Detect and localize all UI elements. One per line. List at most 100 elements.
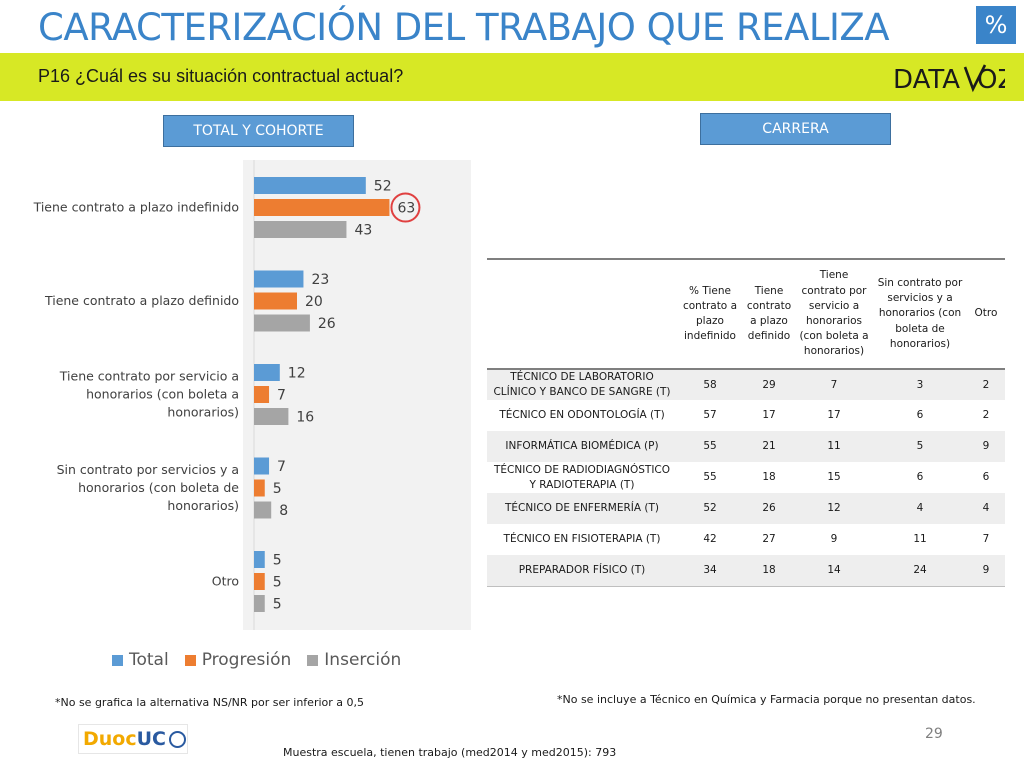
table-cell: 4 [982,502,990,515]
table-cell: 55 [703,440,717,453]
bar [254,573,265,590]
data-label: 7 [277,388,286,404]
table-header-honorarios: Tiene contrato por servicio a honorarios… [799,269,869,358]
data-label: 12 [288,366,306,382]
bar [254,364,280,381]
chart-legend: Total Progresión Inserción [112,650,401,670]
data-label: 23 [311,272,329,288]
data-label: 5 [273,597,282,613]
table-cell: 55 [703,471,717,484]
legend-label-total: Total [129,650,169,670]
bar [254,270,304,288]
bar [254,292,297,310]
table-row-label: PREPARADOR FÍSICO (T) [518,563,646,576]
category-label: honorarios (con boleta de [78,480,239,495]
table-cell: 7 [982,533,990,546]
table-row-label: TÉCNICO DE LABORATORIO CLÍNICO Y BANCO D… [493,371,671,398]
table-header-otro: Otro [974,307,998,320]
table-cell: 9 [982,563,990,576]
table-row: TÉCNICO EN FISIOTERAPIA (T) 42 27 9 11 7 [487,524,1005,555]
table-row: TÉCNICO EN ODONTOLOGÍA (T) 57 17 17 6 2 [487,400,1005,431]
table-cell: 14 [827,563,841,576]
question-bar: P16 ¿Cuál es su situación contractual ac… [0,53,1024,101]
duoc-logo-text: Duoc [83,728,137,750]
table-cell: 11 [827,440,841,453]
data-label: 5 [273,481,282,497]
table-cell: 34 [703,563,717,576]
legend-swatch-total [112,654,123,666]
category-label: Tiene contrato a plazo indefinido [33,200,239,215]
table-row: TÉCNICO DE ENFERMERÍA (T) 52 26 12 4 4 [487,493,1005,524]
table-cell: 24 [913,563,927,576]
table-row-label: TÉCNICO EN FISIOTERAPIA (T) [503,533,661,546]
table-cell: 42 [703,533,717,546]
bar-chart: Tiene contrato a plazo indefinido 52 63 43 T… [33,160,471,630]
data-label: 26 [318,316,336,332]
table-row-label: TÉCNICO DE RADIODIAGNÓSTICO Y RADIOTERAP… [493,463,671,491]
svg-text:OZ: OZ [977,65,1005,93]
legend-swatch-progresion [184,654,196,666]
table-cell: 2 [982,378,990,391]
percent-badge: % [976,6,1016,44]
table-cell: 6 [916,471,924,484]
bar [254,457,270,475]
table-cell: 15 [827,471,841,484]
data-label: 20 [305,294,323,310]
highlight-circle [390,192,421,223]
category-label: Tiene contrato a plazo definido [44,293,239,308]
bar [254,551,265,568]
duoc-uc-logo: Duoc UC [78,724,188,754]
table-header-definido: Tiene contrato a plazo definido [746,284,792,343]
table-cell: 5 [916,440,924,453]
category-label: honorarios (con boleta a [86,387,239,402]
table-header-empty [487,259,677,369]
table-row-label: INFORMÁTICA BIOMÉDICA (P) [505,440,659,453]
table-cell: 12 [827,502,841,515]
bar [254,177,366,194]
page-title: CARACTERIZACIÓN DEL TRABAJO QUE REALIZA [38,6,890,49]
table-cell: 4 [916,502,924,515]
data-label: 5 [273,575,282,591]
data-label: 16 [296,410,314,426]
legend-item-total: Total [112,650,169,670]
table-cell: 6 [982,471,990,484]
table-cell: 57 [703,409,717,422]
table-cell: 2 [982,409,990,422]
sample-note: Muestra escuela, tienen trabajo (med2014… [283,746,617,759]
bar [254,199,390,216]
table-row: TÉCNICO DE LABORATORIO CLÍNICO Y BANCO D… [487,369,1005,400]
table-cell: 11 [913,533,927,546]
category-label: Sin contrato por servicios y a [57,462,239,477]
legend-label-progresion: Progresión [201,650,292,670]
bar [254,314,310,332]
table-cell: 58 [703,378,717,391]
legend-swatch-insercion [307,654,319,666]
category-label: honorarios) [167,405,239,420]
table-cell: 52 [703,502,717,515]
table-cell: 29 [762,378,776,391]
table-cell: 21 [762,440,776,453]
table-row-label: TÉCNICO EN ODONTOLOGÍA (T) [499,409,665,422]
category-label: Otro [212,574,239,589]
footnote-ns-nr: *No se grafica la alternativa NS/NR por … [55,696,364,709]
carrera-table: % Tiene contrato a plazo indefinido Tien… [487,258,1005,587]
data-label: 5 [273,553,282,569]
table-row: INFORMÁTICA BIOMÉDICA (P) 55 21 11 5 9 [487,431,1005,462]
table-header-sin-contrato: Sin contrato por servicios y a honorario… [877,276,963,350]
category-label: honorarios) [167,498,239,513]
table-row-label: TÉCNICO DE ENFERMERÍA (T) [505,502,659,515]
data-label: 63 [397,201,415,217]
bar [254,408,289,425]
table-cell: 26 [762,502,776,515]
data-label: 43 [354,223,372,239]
table-cell: 9 [830,533,838,546]
total-cohorte-button[interactable]: TOTAL Y COHORTE [163,115,354,147]
svg-text:DATA: DATA [893,65,960,93]
table-cell: 27 [762,533,776,546]
table-header-row: % Tiene contrato a plazo indefinido Tien… [487,259,1005,369]
table-cell: 17 [827,409,841,422]
table-cell: 7 [830,378,838,391]
carrera-button[interactable]: CARRERA [700,113,891,145]
page-number: 29 [925,726,943,742]
seal-icon [169,730,186,748]
